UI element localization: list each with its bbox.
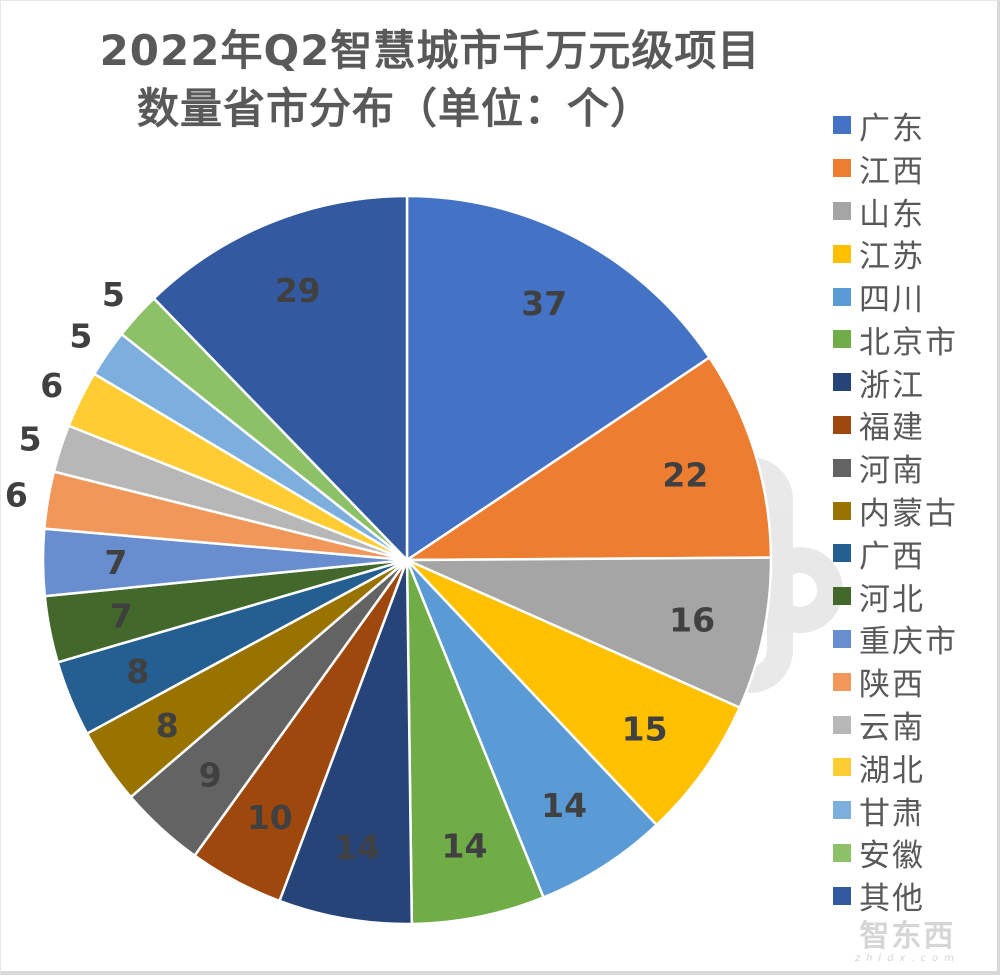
legend-label: 四川 [859,282,925,319]
data-label-北京市: 14 [442,827,488,866]
legend-label: 广东 [859,110,925,147]
pie-slice-四川 [405,559,659,900]
legend-label: 其他 [859,881,925,918]
legend-swatch [833,629,851,648]
legend-item: 浙江 [833,361,958,404]
chart-title-line-1: 2022年Q2智慧城市千万元级项目 [99,26,761,75]
data-label-广东: 37 [521,284,567,323]
legend-label: 江苏 [859,239,925,276]
legend-item: 北京市 [833,318,958,361]
pie-slice-广东 [405,194,712,563]
data-label-河南: 9 [199,756,222,795]
legend-label: 山东 [859,196,925,233]
data-label-其他: 29 [275,271,321,310]
data-label-河北: 7 [110,597,133,636]
legend-label: 安徽 [859,838,925,875]
chart-title-line-2: 数量省市分布（单位：个） [136,84,653,133]
legend-label: 福建 [859,410,925,447]
legend-swatch [833,373,851,392]
legend-item: 重庆市 [833,618,958,661]
legend-swatch [833,415,851,434]
legend-item: 江苏 [833,232,958,275]
pie-slice-其他 [152,194,409,564]
legend-swatch [833,587,851,606]
data-label-安徽: 5 [102,275,125,314]
chart-title: 2022年Q2智慧城市千万元级项目 数量省市分布（单位：个） [70,22,790,138]
data-label-山东: 16 [669,600,715,639]
legend-swatch [833,758,851,777]
legend-item: 甘肃 [833,789,958,832]
legend-label: 河南 [859,453,925,490]
legend-item: 湖北 [833,746,958,789]
legend-swatch [833,159,851,178]
legend-item: 广西 [833,532,958,575]
data-label-广西: 8 [126,652,149,691]
legend-item: 内蒙古 [833,489,958,532]
chart-legend: 广东江西山东江苏四川北京市浙江福建河南内蒙古广西河北重庆市陕西云南湖北甘肃安徽其… [833,104,958,917]
legend-label: 北京市 [859,324,958,361]
legend-swatch [833,201,851,220]
site-watermark: 智东西 zhidx.com [854,919,960,965]
data-label-江西: 22 [662,455,708,494]
data-label-内蒙古: 8 [156,706,179,745]
legend-swatch [833,801,851,820]
legend-swatch [833,501,851,520]
legend-item: 广东 [833,104,958,147]
pie-slice-江西 [402,355,773,562]
legend-label: 江西 [859,153,925,190]
legend-swatch [833,287,851,306]
legend-label: 甘肃 [859,795,925,832]
legend-swatch [833,672,851,691]
legend-item: 山东 [833,190,958,233]
legend-item: 河北 [833,575,958,618]
pie-slice-江苏 [406,558,742,827]
legend-item: 陕西 [833,660,958,703]
pie-slice-浙江 [277,559,414,926]
legend-label: 内蒙古 [859,496,958,533]
pie-slices [41,194,773,926]
legend-label: 重庆市 [859,624,958,661]
legend-swatch [833,544,851,563]
data-label-湖北: 6 [40,366,63,405]
legend-item: 四川 [833,275,958,318]
legend-item: 安徽 [833,832,958,875]
legend-item: 云南 [833,703,958,746]
legend-item: 其他 [833,874,958,917]
legend-label: 河北 [859,581,925,618]
legend-swatch [833,843,851,862]
watermark-logo-text: 智东西 [859,919,956,954]
legend-swatch [833,715,851,734]
data-label-重庆市: 7 [104,543,127,582]
data-label-陕西: 6 [5,476,28,515]
data-label-甘肃: 5 [69,316,92,355]
data-label-云南: 5 [19,420,42,459]
pie-slice-山东 [406,556,773,710]
data-label-福建: 10 [247,798,293,837]
data-label-浙江: 14 [334,828,380,867]
legend-swatch [833,330,851,349]
data-label-四川: 14 [541,786,587,825]
watermark-url: zhidx.com [854,953,960,964]
legend-swatch [833,886,851,905]
legend-item: 福建 [833,404,958,447]
legend-item: 河南 [833,446,958,489]
legend-label: 湖北 [859,752,925,789]
legend-item: 江西 [833,147,958,190]
pie-slice-北京市 [405,559,546,926]
legend-swatch [833,116,851,135]
legend-swatch [833,244,851,263]
legend-swatch [833,458,851,477]
legend-label: 广西 [859,538,925,575]
legend-label: 浙江 [859,367,925,404]
legend-label: 陕西 [859,667,925,704]
data-label-江苏: 15 [622,709,668,748]
legend-label: 云南 [859,710,925,747]
